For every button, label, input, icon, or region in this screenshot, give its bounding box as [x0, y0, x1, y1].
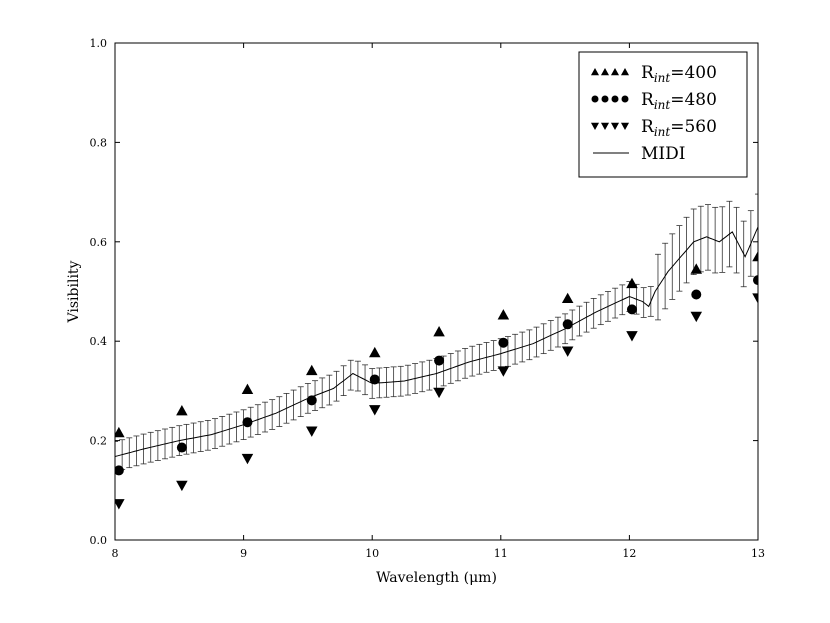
x-tick-label: 10: [365, 547, 379, 560]
y-tick-label: 0.2: [90, 435, 108, 448]
legend-entry: Rint=480: [591, 90, 717, 112]
x-tick-label: 8: [112, 547, 119, 560]
data-point-triangle-down: [690, 311, 703, 323]
y-tick-label: 0.8: [90, 136, 108, 149]
data-point-triangle-down: [115, 499, 125, 510]
data-point-triangle-up: [561, 292, 574, 304]
data-point-triangle-down: [241, 453, 254, 465]
data-point-triangle-up: [241, 383, 254, 395]
legend-label: Rint=400: [641, 63, 717, 85]
x-tick-label: 11: [494, 547, 508, 560]
x-tick-label: 13: [751, 547, 765, 560]
data-point-triangle-down: [176, 480, 188, 492]
legend-label: MIDI: [641, 144, 685, 164]
data-point-circle: [306, 395, 317, 406]
y-tick-label: 0.6: [90, 236, 108, 249]
legend-entry: MIDI: [593, 144, 685, 164]
data-point-triangle-up: [497, 309, 510, 320]
y-axis-ticks: 0.0 0.2 0.4 0.6 0.8 1.0: [90, 37, 758, 547]
legend-marker-swatch: [621, 95, 629, 103]
legend-marker-swatch: [620, 67, 630, 76]
data-point-circle: [753, 275, 758, 286]
x-axis-label: Wavelength (μm): [376, 570, 497, 586]
marker-series: [115, 250, 758, 510]
series-triangle-down: [115, 293, 758, 510]
data-point-circle: [434, 355, 445, 366]
y-tick-label: 0.4: [90, 335, 108, 348]
series-circle: [115, 275, 758, 476]
y-tick-label: 1.0: [90, 37, 108, 50]
legend-marker-swatch: [591, 95, 599, 103]
x-tick-label: 12: [622, 547, 636, 560]
data-point-triangle-down: [369, 405, 381, 416]
data-point-circle: [115, 465, 124, 476]
legend: Rint=400 Rint=480 Rint=560 MIDI: [578, 51, 748, 178]
legend-marker-swatch: [590, 67, 600, 76]
data-point-circle: [691, 289, 702, 300]
legend-marker-swatch: [590, 122, 600, 131]
legend-marker-swatch: [600, 122, 610, 131]
data-point-triangle-up: [306, 364, 318, 376]
legend-marker-swatch: [611, 95, 619, 103]
data-point-circle: [242, 417, 253, 428]
data-point-triangle-down: [497, 366, 510, 377]
legend-marker-swatch: [600, 67, 610, 76]
data-point-triangle-up: [433, 326, 445, 337]
series-triangle-up: [115, 250, 758, 438]
data-point-circle: [562, 319, 573, 330]
data-point-circle: [369, 374, 380, 385]
data-point-triangle-down: [626, 331, 638, 342]
legend-label: Rint=480: [641, 90, 717, 112]
y-axis-label: Visibility: [66, 260, 82, 323]
data-point-triangle-down: [561, 346, 574, 357]
x-tick-label: 9: [240, 547, 247, 560]
data-point-triangle-up: [176, 405, 188, 416]
data-point-triangle-up: [690, 263, 703, 274]
data-point-triangle-down: [306, 426, 318, 437]
plot-frame: [114, 42, 759, 541]
data-point-triangle-up: [752, 250, 758, 262]
data-point-triangle-up: [626, 277, 638, 289]
legend-entry: Rint=400: [590, 63, 717, 85]
data-point-triangle-up: [369, 346, 381, 358]
x-axis-ticks: 8 9 10 11 12 13: [112, 43, 765, 560]
legend-entry: Rint=560: [590, 117, 717, 139]
legend-label: Rint=560: [641, 117, 717, 139]
midi-line: [115, 226, 758, 457]
legend-marker-swatch: [610, 122, 620, 131]
legend-marker-swatch: [601, 95, 609, 103]
legend-marker-swatch: [610, 67, 620, 76]
legend-marker-swatch: [620, 122, 630, 131]
midi-series: [115, 226, 758, 457]
data-point-triangle-up: [115, 426, 125, 438]
data-point-circle: [626, 304, 637, 315]
data-point-triangle-down: [433, 387, 445, 399]
y-tick-label: 0.0: [90, 534, 108, 547]
data-point-circle: [176, 442, 187, 453]
data-point-triangle-down: [752, 293, 758, 304]
data-point-circle: [498, 337, 509, 348]
